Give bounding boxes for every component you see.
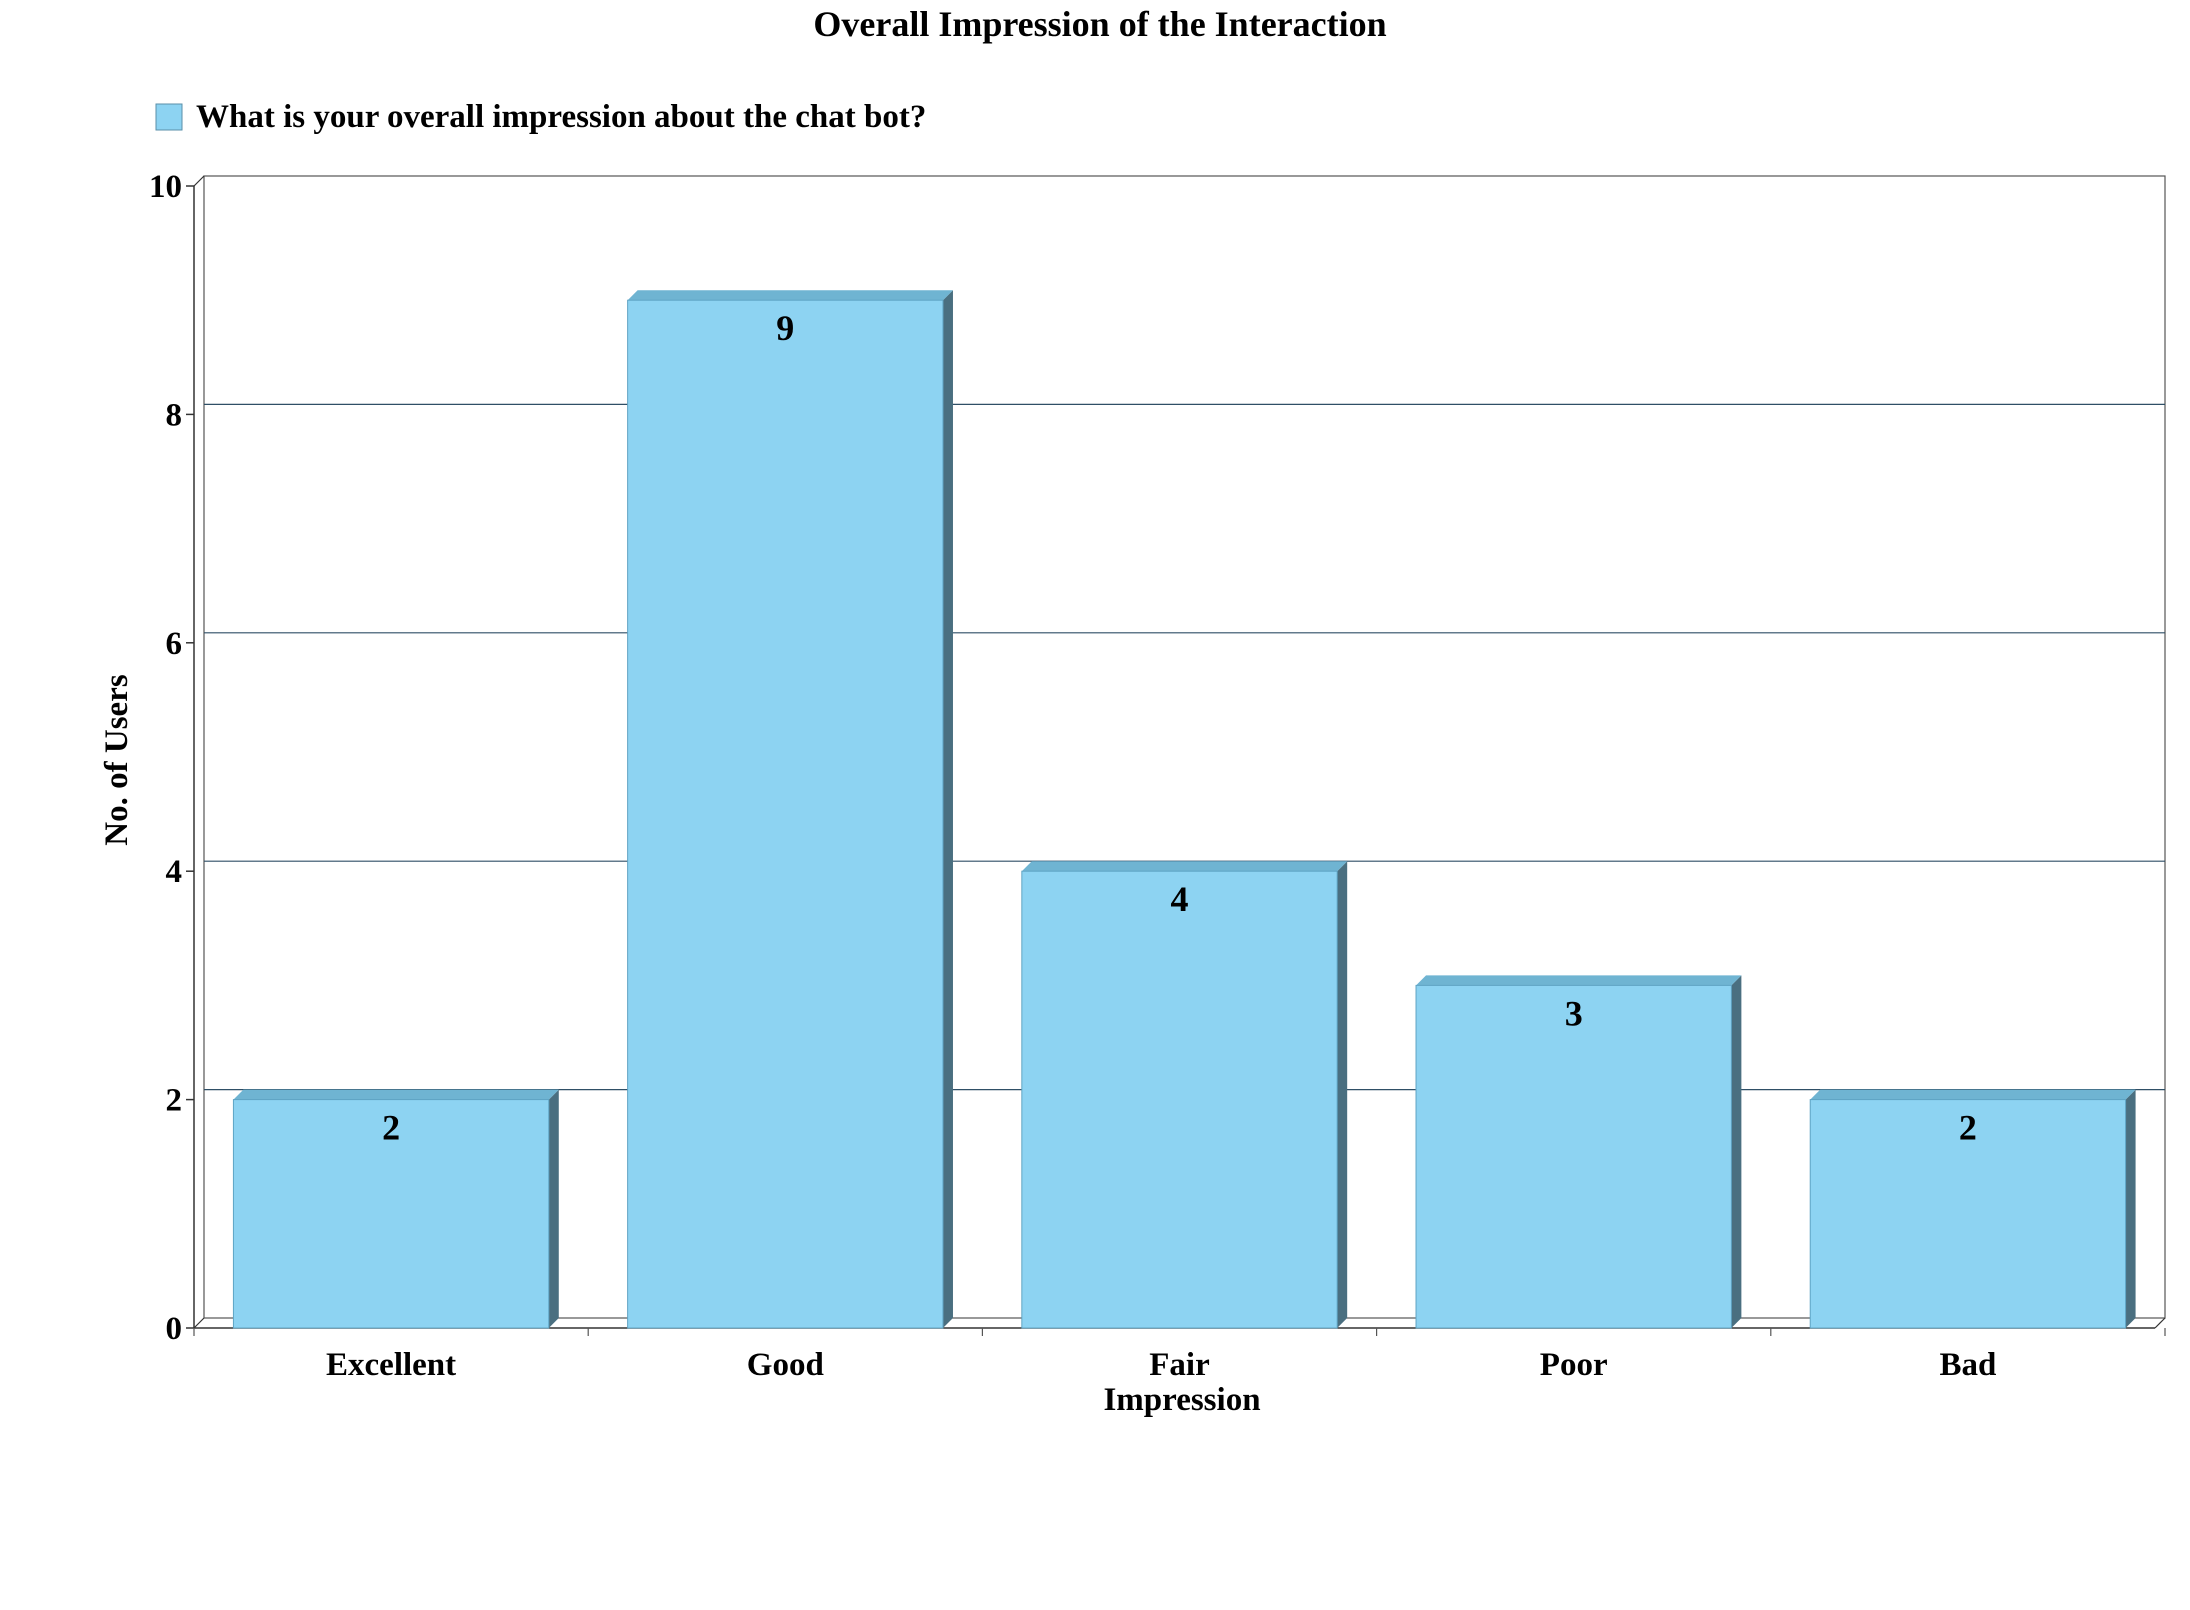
x-axis-title: Impression: [1103, 1382, 1260, 1418]
bar: [1415, 984, 1732, 1329]
bar-side: [548, 1089, 559, 1328]
bar-side: [942, 290, 953, 1329]
bar-top: [1021, 861, 1348, 872]
bar: [627, 299, 944, 1329]
floor-edge-left: [193, 1317, 205, 1329]
bar: [1809, 1099, 2127, 1329]
bar-top: [627, 290, 953, 301]
y-tick-label: 2: [166, 1083, 183, 1119]
y-tick-label: 8: [166, 397, 183, 433]
bar-value-label: 4: [1171, 879, 1189, 919]
bar-side: [1731, 975, 1742, 1328]
y-tick-label: 4: [166, 854, 183, 890]
y-tick-label: 6: [166, 626, 183, 662]
bar-top: [1416, 975, 1742, 986]
floor-edge-right: [2154, 1317, 2166, 1329]
x-tick-label: Excellent: [326, 1347, 456, 1383]
legend-label: What is your overall impression about th…: [196, 99, 926, 135]
y-axis-edge: [193, 175, 205, 187]
bar-value-label: 9: [776, 308, 794, 348]
x-tick-label: Poor: [1540, 1347, 1608, 1383]
bar-value-label: 2: [382, 1108, 400, 1148]
bar-top: [1810, 1089, 2136, 1100]
bar: [1021, 870, 1338, 1329]
y-tick-label: 10: [149, 169, 182, 205]
y-axis-title: No. of Users: [99, 674, 135, 846]
x-tick-label: Good: [747, 1347, 824, 1383]
x-tick-label: Bad: [1939, 1347, 1996, 1383]
bar-value-label: 3: [1565, 993, 1583, 1033]
x-tick-label: Fair: [1149, 1347, 1209, 1383]
bar-side: [1337, 861, 1348, 1328]
chart-title: Overall Impression of the Interaction: [813, 4, 1386, 44]
bar: [232, 1099, 550, 1329]
legend-swatch: [155, 103, 183, 131]
bar-top: [233, 1089, 559, 1100]
plot-area: 0 2 4 6 8 10 2 Excellent 9 Good 4 Fair 3 Poor 2 Bad: [149, 169, 2166, 1383]
y-tick-label: 0: [166, 1311, 183, 1347]
bar-side: [2125, 1089, 2136, 1328]
bar-value-label: 2: [1959, 1108, 1977, 1148]
